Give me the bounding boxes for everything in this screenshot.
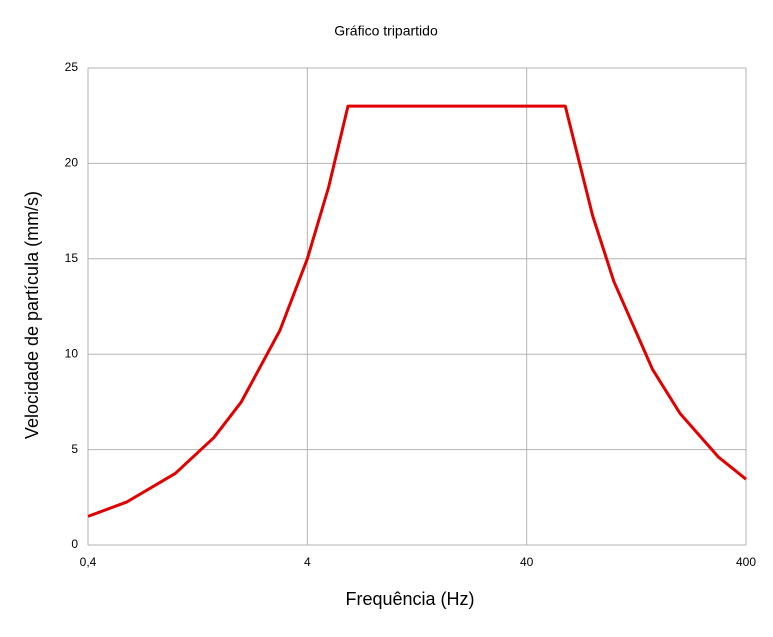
x-tick-label: 40 (520, 555, 534, 569)
data-line (87, 104, 747, 518)
y-tick-label: 10 (65, 346, 79, 360)
y-tick-label: 25 (65, 60, 79, 74)
x-axis-label: Frequência (Hz) (345, 589, 474, 609)
y-tick-label: 15 (65, 251, 79, 265)
x-tick-label: 0,4 (80, 555, 97, 569)
x-tick-label: 4 (304, 555, 311, 569)
chart-title: Gráfico tripartido (334, 23, 438, 39)
y-tick-label: 20 (65, 156, 79, 170)
y-tick-label: 5 (71, 442, 78, 456)
y-axis-label: Velocidade de partícula (mm/s) (22, 191, 42, 439)
y-tick-label: 0 (71, 537, 78, 551)
x-tick-label: 400 (736, 555, 756, 569)
